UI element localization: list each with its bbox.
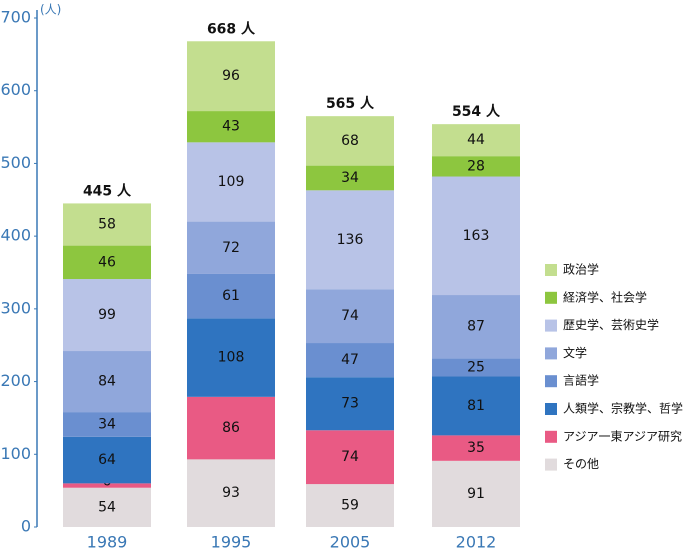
bar-segment xyxy=(187,318,275,397)
y-tick-label: 100 xyxy=(0,444,31,463)
legend-label: 文学 xyxy=(563,345,587,360)
bar-segment xyxy=(432,435,520,461)
value-label: 91 xyxy=(467,486,485,502)
bar-segment xyxy=(63,203,151,246)
bar-segment xyxy=(306,289,394,344)
value-label: 35 xyxy=(467,440,485,456)
value-label: 72 xyxy=(222,240,240,256)
value-label: 93 xyxy=(222,485,240,501)
bar-segment xyxy=(63,245,151,280)
bar-segment xyxy=(63,351,151,413)
legend-swatch xyxy=(545,291,557,304)
legend-swatch xyxy=(545,403,557,415)
value-label: 46 xyxy=(98,254,116,270)
bar-segment xyxy=(306,116,394,166)
legend-swatch xyxy=(545,430,557,443)
legend-label: 政治学 xyxy=(563,262,599,277)
bar-segment xyxy=(63,436,151,484)
bar-segment xyxy=(187,142,275,222)
legend-swatch xyxy=(545,319,557,332)
bar-segment xyxy=(306,377,394,431)
bar-segment xyxy=(187,396,275,460)
value-label: 136 xyxy=(337,232,364,248)
value-label: 44 xyxy=(467,132,485,148)
value-label: 47 xyxy=(341,352,359,368)
bar-segment xyxy=(306,165,394,191)
y-tick-label: 200 xyxy=(0,371,31,390)
x-tick-label: 2005 xyxy=(330,533,371,552)
legend-label: 歴史学、芸術史学 xyxy=(563,317,659,332)
bar-segment xyxy=(432,176,520,296)
value-label: 84 xyxy=(98,374,116,390)
value-label: 34 xyxy=(98,416,116,432)
y-tick-label: 500 xyxy=(0,153,31,172)
value-label: 96 xyxy=(222,68,240,84)
value-label: 59 xyxy=(341,498,359,514)
bar-segment xyxy=(63,279,151,352)
bar-segment xyxy=(432,156,520,177)
bar-segment xyxy=(306,484,394,527)
value-label: 99 xyxy=(98,307,116,323)
value-label: 58 xyxy=(98,217,116,233)
bar-segment xyxy=(432,460,520,527)
bar-segment xyxy=(432,358,520,377)
value-label: 86 xyxy=(222,420,240,436)
legend-label: その他 xyxy=(563,457,599,471)
legend-swatch xyxy=(545,375,557,388)
value-label: 68 xyxy=(341,133,359,149)
bar-segment xyxy=(306,190,394,290)
x-tick-label: 1989 xyxy=(87,533,128,552)
total-label: 554 人 xyxy=(452,103,501,120)
value-label: 163 xyxy=(463,228,490,244)
total-label: 565 人 xyxy=(326,95,375,112)
bar-segment xyxy=(187,273,275,319)
legend-label: 言語学 xyxy=(563,373,599,388)
bar-segment xyxy=(187,459,275,527)
legend-swatch xyxy=(545,264,557,276)
legend-label: 人類学、宗教学、哲学 xyxy=(563,401,683,416)
bar-segment xyxy=(63,412,151,437)
y-tick-label: 400 xyxy=(0,226,31,245)
total-label: 668 人 xyxy=(207,20,256,37)
y-unit: (人) xyxy=(40,3,61,17)
value-label: 108 xyxy=(218,350,245,366)
value-label: 74 xyxy=(341,449,359,465)
x-tick-label: 1995 xyxy=(211,533,252,552)
legend-swatch xyxy=(545,458,557,471)
bar-segment xyxy=(432,376,520,436)
value-label: 74 xyxy=(341,308,359,324)
y-tick-label: 0 xyxy=(21,517,31,536)
legend-label: アジア一東アジア研究 xyxy=(563,428,682,443)
y-tick-label: 600 xyxy=(0,80,31,99)
bar-segment xyxy=(432,295,520,359)
bar-segment xyxy=(63,483,151,488)
value-label: 81 xyxy=(467,398,485,414)
value-label: 34 xyxy=(341,170,359,186)
value-label: 54 xyxy=(98,499,116,515)
bar-segment xyxy=(63,487,151,527)
bar-segment xyxy=(432,124,520,157)
legend-label: 経済学、社会学 xyxy=(563,289,647,304)
bar-segment xyxy=(187,41,275,112)
legend-swatch xyxy=(545,347,557,360)
bar-segment xyxy=(306,343,394,378)
y-tick-label: 300 xyxy=(0,298,31,317)
value-label: 43 xyxy=(222,119,240,135)
y-tick-label: 700 xyxy=(0,8,31,27)
value-label: 87 xyxy=(467,319,485,335)
bar-segment xyxy=(187,111,275,143)
value-label: 25 xyxy=(467,359,485,375)
value-label: 64 xyxy=(98,452,116,468)
value-label: 61 xyxy=(222,288,240,304)
value-label: 109 xyxy=(218,174,245,190)
value-label: 28 xyxy=(467,158,485,174)
bar-segment xyxy=(187,221,275,274)
x-tick-label: 2012 xyxy=(456,533,497,552)
value-label: 73 xyxy=(341,396,359,412)
bar-segment xyxy=(306,430,394,485)
total-label: 445 人 xyxy=(83,182,132,199)
